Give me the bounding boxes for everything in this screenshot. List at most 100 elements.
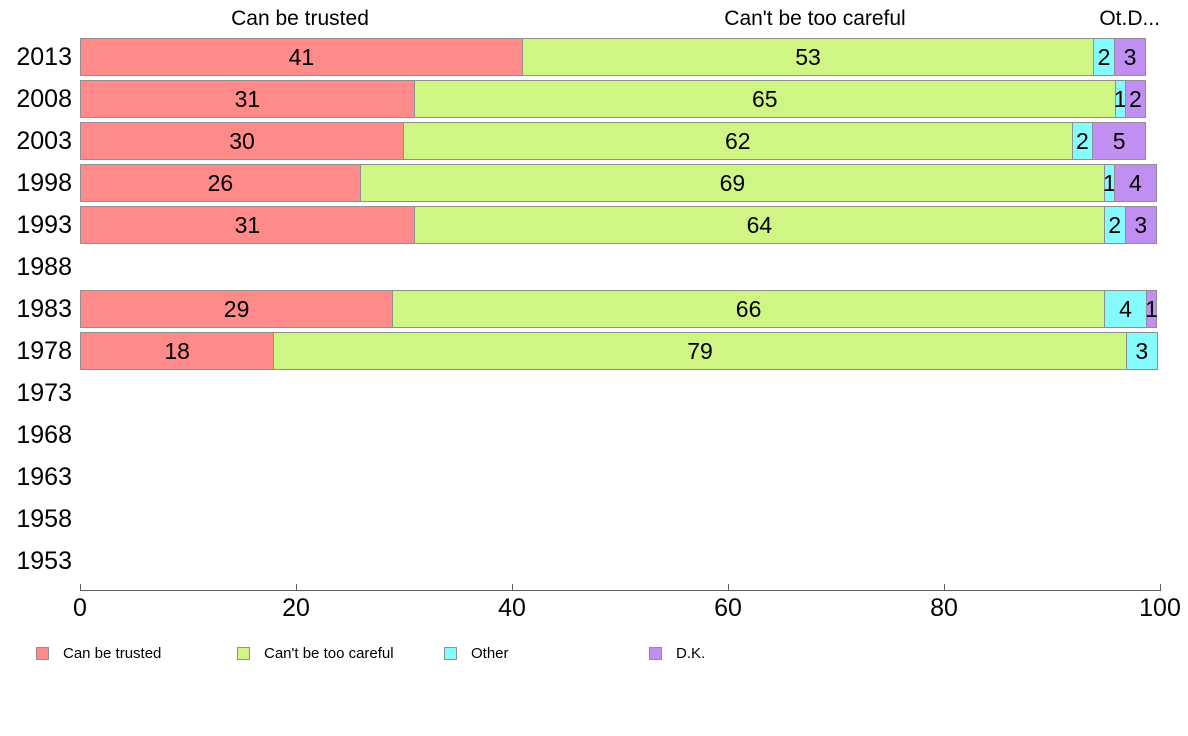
- year-label: 1998: [16, 169, 72, 197]
- bar-row: 31 65 1 2: [80, 80, 1147, 118]
- bar-value-label: 4: [1119, 295, 1132, 322]
- bar-value-label: 29: [223, 295, 250, 322]
- bar-value-label: 1: [1102, 169, 1116, 196]
- year-label: 1978: [16, 337, 72, 365]
- legend-item: Can be trusted: [36, 645, 161, 662]
- bar-value-label: 2: [1075, 127, 1089, 154]
- legend-label: Can be trusted: [63, 645, 162, 662]
- legend-item: D.K.: [649, 645, 705, 662]
- x-axis-tick: [944, 584, 945, 590]
- bar-segment: 79: [273, 332, 1127, 370]
- bar-value-label: 31: [234, 85, 261, 112]
- bar-segment: 3: [1113, 38, 1147, 76]
- x-axis-tick-label: 80: [930, 594, 958, 622]
- legend-label: D.K.: [676, 645, 706, 662]
- bar-value-label: 79: [687, 337, 713, 364]
- x-axis-tick: [296, 584, 297, 590]
- year-label: 1993: [16, 211, 72, 239]
- column-header-can-be-trusted: Can be trusted: [231, 7, 369, 30]
- bar-value-label: 3: [1123, 43, 1137, 70]
- bar-value-label: 2: [1128, 85, 1142, 112]
- year-label: 2003: [16, 127, 72, 155]
- legend-swatch: [649, 647, 662, 660]
- x-axis-tick: [1160, 584, 1161, 590]
- bar-value-label: 1: [1113, 85, 1127, 112]
- x-axis-tick: [512, 584, 513, 590]
- bar-value-label: 5: [1112, 127, 1126, 154]
- bar-segment: 18: [80, 332, 275, 370]
- bar-segment: 53: [521, 38, 1095, 76]
- bar-segment: 31: [80, 206, 415, 244]
- bar-segment: 29: [80, 290, 394, 328]
- legend-label: Other: [471, 645, 509, 662]
- bar-value-label: 2: [1108, 211, 1122, 238]
- bar-value-label: 65: [752, 85, 778, 112]
- bar-segment: 2: [1124, 80, 1147, 118]
- bar-value-label: 3: [1134, 211, 1148, 238]
- bar-value-label: 62: [725, 127, 751, 154]
- bar-segment: 3: [1124, 206, 1157, 244]
- year-label: 1958: [16, 505, 72, 533]
- bar-segment: 64: [413, 206, 1105, 244]
- year-label: 1968: [16, 421, 72, 449]
- bar-value-label: 64: [746, 211, 773, 238]
- legend-swatch: [36, 647, 49, 660]
- bar-row: 26 69 1 4: [80, 164, 1157, 202]
- column-header-cant-be-too-careful: Can't be too careful: [724, 7, 906, 30]
- x-axis-line: [80, 590, 1161, 591]
- bar-segment: 31: [80, 80, 415, 118]
- bar-value-label: 66: [735, 295, 762, 322]
- x-axis-tick-label: 100: [1139, 594, 1181, 622]
- bar-value-label: 26: [207, 169, 234, 196]
- column-header-other-dk-truncated: Ot.D...: [1099, 7, 1160, 30]
- legend-swatch: [237, 647, 250, 660]
- bar-value-label: 4: [1128, 169, 1142, 196]
- bar-row: 31 64 2 3: [80, 206, 1157, 244]
- year-label: 1963: [16, 463, 72, 491]
- x-axis-tick-label: 40: [498, 594, 526, 622]
- year-label: 1953: [16, 547, 72, 575]
- legend-item: Can't be too careful: [237, 645, 394, 662]
- x-axis-tick-label: 20: [282, 594, 310, 622]
- bar-segment: 4: [1113, 164, 1157, 202]
- bar-value-label: 1: [1145, 295, 1158, 322]
- bar-segment: 66: [392, 290, 1105, 328]
- bar-segment: 3: [1125, 332, 1158, 370]
- bar-value-label: 41: [288, 43, 315, 70]
- bar-segment: 2: [1093, 38, 1115, 76]
- year-label: 2013: [16, 43, 72, 71]
- legend-label: Can't be too careful: [264, 645, 394, 662]
- bar-segment: 2: [1103, 206, 1126, 244]
- bar-row: 30 62 2 5: [80, 122, 1147, 160]
- bar-value-label: 69: [719, 169, 746, 196]
- bar-segment: 4: [1103, 290, 1148, 328]
- x-axis-tick: [80, 584, 81, 590]
- year-label: 1988: [16, 253, 72, 281]
- x-axis-tick-label: 0: [73, 594, 87, 622]
- bar-value-label: 18: [164, 337, 190, 364]
- year-label: 1973: [16, 379, 72, 407]
- bar-value-label: 30: [229, 127, 255, 154]
- bar-row: 29 66 4 1: [80, 290, 1158, 328]
- x-axis-tick-label: 60: [714, 594, 742, 622]
- legend-item: Other: [444, 645, 509, 662]
- bar-segment: 41: [80, 38, 523, 76]
- bar-segment: 5: [1092, 122, 1147, 160]
- bar-segment: 62: [403, 122, 1073, 160]
- bar-segment: 30: [80, 122, 404, 160]
- year-label: 1983: [16, 295, 72, 323]
- bar-value-label: 2: [1097, 43, 1111, 70]
- bar-value-label: 31: [234, 211, 261, 238]
- x-axis-tick: [728, 584, 729, 590]
- bar-value-label: 53: [795, 43, 821, 70]
- year-label: 2008: [16, 85, 72, 113]
- bar-segment: 69: [359, 164, 1105, 202]
- bar-value-label: 3: [1135, 337, 1149, 364]
- bar-segment: 65: [413, 80, 1116, 118]
- bar-row: 41 53 2 3: [80, 38, 1147, 76]
- legend-swatch: [444, 647, 457, 660]
- bar-segment: 1: [1145, 290, 1158, 328]
- bar-row: 18 79 3: [80, 332, 1158, 370]
- bar-segment: 2: [1071, 122, 1094, 160]
